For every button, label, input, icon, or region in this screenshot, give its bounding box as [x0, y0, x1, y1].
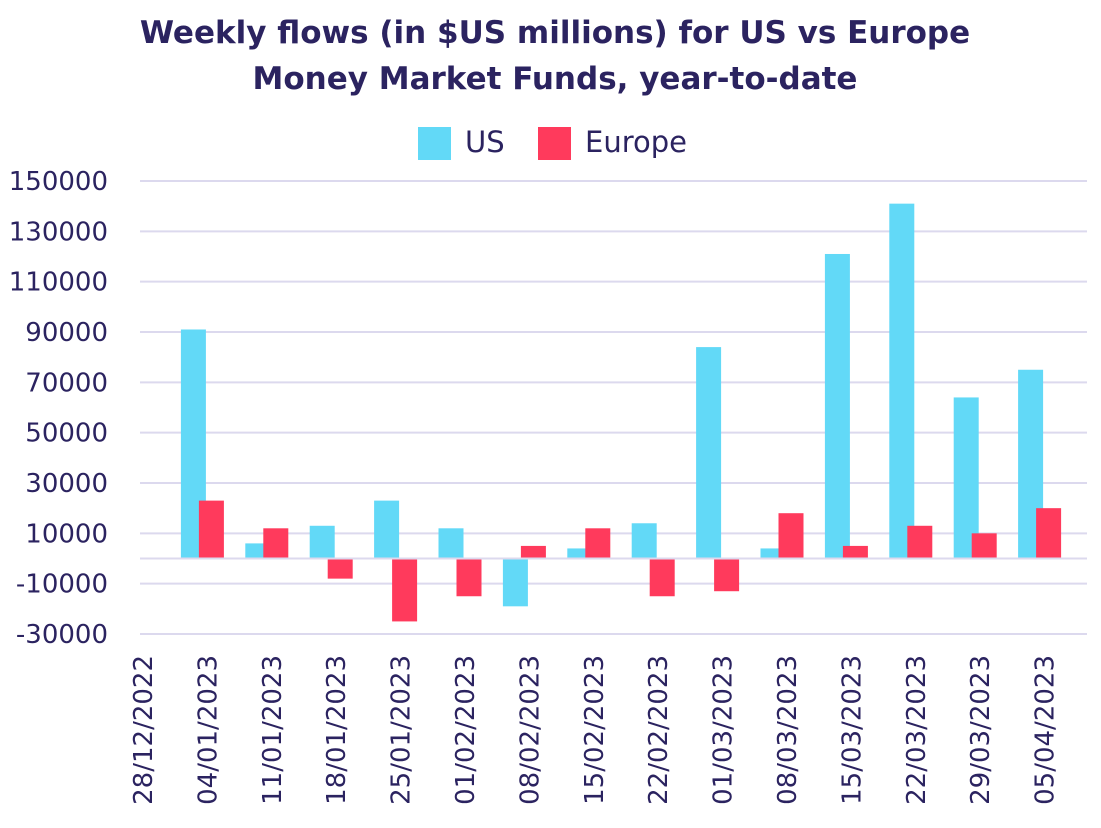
chart-title: Weekly flows (in $US millions) for US vs…	[0, 10, 1101, 102]
bar-europe-01/02/2023	[456, 558, 482, 597]
bar-europe-04/01/2023	[198, 500, 224, 559]
y-tick-label: 70000	[25, 368, 108, 398]
bar-europe-29/03/2023	[971, 533, 997, 559]
y-axis-ticks: 150000 130000 110000 90000 70000 50000 30000 10…	[9, 167, 108, 650]
y-tick-label: 110000	[9, 268, 108, 298]
x-tick-label: 15/02/2023	[580, 655, 610, 805]
chart-title-line-2: Money Market Funds, year-to-date	[252, 61, 858, 97]
bar-us-01/03/2023	[696, 347, 722, 559]
x-tick-label: 18/01/2023	[322, 655, 352, 805]
x-tick-label: 08/02/2023	[515, 655, 545, 805]
bar-europe-22/02/2023	[649, 558, 675, 597]
x-tick-label: 11/01/2023	[258, 655, 288, 805]
legend-swatch-us	[418, 127, 451, 160]
x-tick-label: 25/01/2023	[387, 655, 417, 805]
bar-europe-25/01/2023	[392, 558, 418, 622]
x-tick-label: 04/01/2023	[193, 655, 223, 805]
y-tick-label: -10000	[16, 570, 108, 600]
y-tick-label: -30000	[16, 620, 108, 650]
x-tick-label: 08/03/2023	[773, 655, 803, 805]
bar-europe-22/03/2023	[907, 525, 933, 559]
bar-europe-18/01/2023	[327, 558, 353, 579]
grid	[140, 180, 1087, 635]
x-tick-label: 22/02/2023	[644, 655, 674, 805]
legend: US Europe	[418, 125, 687, 160]
bar-europe-11/01/2023	[263, 528, 289, 559]
y-tick-label: 10000	[25, 519, 108, 549]
x-axis-ticks: 28/12/2022 04/01/2023 11/01/2023 18/01/2023…	[129, 655, 1061, 805]
y-tick-label: 30000	[25, 469, 108, 499]
bar-europe-15/03/2023	[842, 545, 868, 559]
bar-europe-08/02/2023	[520, 545, 546, 559]
y-tick-label: 150000	[9, 167, 108, 197]
bar-us-15/02/2023	[567, 548, 593, 559]
x-tick-label: 22/03/2023	[902, 655, 932, 805]
x-tick-label: 05/04/2023	[1031, 655, 1061, 805]
bar-us-22/03/2023	[889, 203, 915, 559]
bar-us-15/03/2023	[824, 253, 850, 559]
x-tick-label: 15/03/2023	[837, 655, 867, 805]
bar-us-01/02/2023	[438, 528, 464, 559]
bar-us-25/01/2023	[374, 500, 400, 559]
bar-us-29/03/2023	[953, 397, 979, 559]
x-tick-label: 29/03/2023	[966, 655, 996, 805]
bar-us-08/03/2023	[760, 548, 786, 559]
bar-europe-08/03/2023	[778, 513, 804, 559]
bar-europe-01/03/2023	[714, 558, 740, 592]
x-tick-label: 28/12/2022	[129, 655, 159, 805]
legend-label-us: US	[465, 125, 505, 159]
x-tick-label: 01/03/2023	[709, 655, 739, 805]
y-tick-label: 130000	[9, 217, 108, 247]
legend-swatch-europe	[538, 127, 571, 160]
x-tick-label: 01/02/2023	[451, 655, 481, 805]
y-tick-label: 90000	[25, 318, 108, 348]
bars	[180, 203, 1062, 622]
bar-us-08/02/2023	[502, 558, 528, 607]
legend-label-europe: Europe	[585, 125, 687, 159]
bar-us-22/02/2023	[631, 523, 657, 559]
chart-title-line-1: Weekly flows (in $US millions) for US vs…	[139, 15, 971, 51]
bar-europe-05/04/2023	[1036, 508, 1062, 559]
bar-europe-15/02/2023	[585, 528, 611, 559]
bar-us-18/01/2023	[309, 525, 335, 559]
y-tick-label: 50000	[25, 419, 108, 449]
